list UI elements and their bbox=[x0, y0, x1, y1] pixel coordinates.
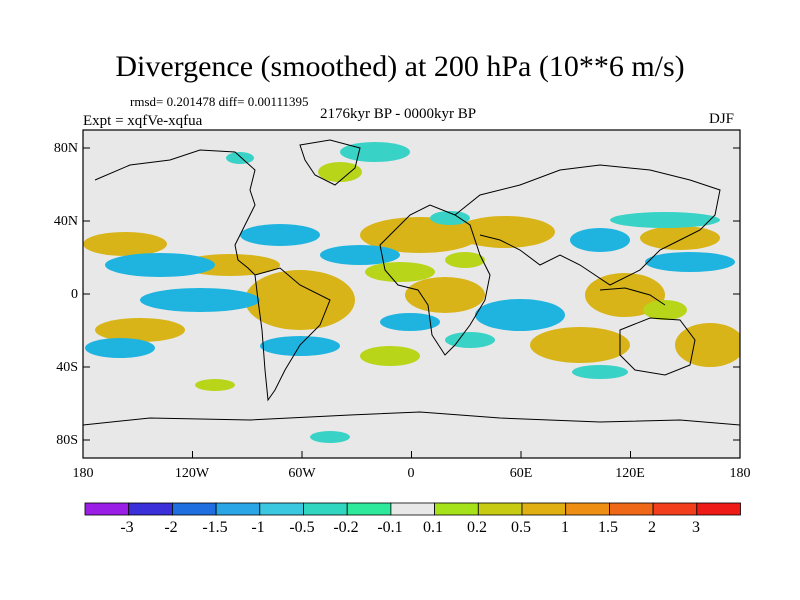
rmsd-stats: rmsd= 0.201478 diff= 0.00111395 bbox=[130, 94, 309, 109]
field-patch bbox=[610, 212, 720, 228]
lat-label-40s: 40S bbox=[56, 360, 78, 375]
coast-australia bbox=[619, 317, 696, 376]
colorbar-swatch bbox=[171, 502, 217, 516]
field-patch bbox=[570, 228, 630, 252]
field-patch bbox=[310, 431, 350, 443]
colorbar-swatch bbox=[346, 502, 392, 516]
coastlines bbox=[83, 139, 740, 426]
field-patch bbox=[260, 336, 340, 356]
colorbar-label: -0.5 bbox=[289, 519, 315, 536]
colorbar bbox=[84, 502, 741, 516]
field-patch bbox=[83, 232, 167, 256]
field-patch bbox=[226, 152, 254, 164]
colorbar-label: -2 bbox=[164, 519, 178, 536]
colorbar-label: 3 bbox=[692, 519, 700, 536]
colorbar-label: -1 bbox=[251, 519, 265, 536]
colorbar-swatch bbox=[215, 502, 261, 516]
season-label: DJF bbox=[709, 111, 735, 127]
colorbar-label: 1 bbox=[561, 519, 569, 536]
field-patch bbox=[645, 252, 735, 272]
field-patch bbox=[643, 300, 687, 320]
field-patch bbox=[140, 288, 260, 312]
field-patch bbox=[320, 245, 400, 265]
lon-label-180w: 180 bbox=[72, 466, 94, 481]
colorbar-swatch bbox=[128, 502, 173, 516]
colorbar-label: -0.2 bbox=[333, 519, 359, 536]
coast-africa bbox=[379, 204, 491, 356]
lat-label-80s: 80S bbox=[56, 433, 78, 448]
experiment-label: Expt = xqfVe-xqfua bbox=[83, 113, 203, 129]
colorbar-swatch bbox=[521, 502, 567, 516]
lat-label-eq: 0 bbox=[71, 287, 78, 302]
lat-label-80n: 80N bbox=[53, 141, 78, 156]
coast-antarctica bbox=[83, 411, 740, 426]
field-patch bbox=[245, 270, 355, 330]
lon-label-60w: 60W bbox=[288, 466, 316, 481]
field-patch bbox=[240, 224, 320, 246]
field-patch bbox=[365, 262, 435, 282]
lon-ticks bbox=[82, 451, 741, 458]
lon-label-120w: 120W bbox=[174, 466, 210, 481]
coast-north-america bbox=[94, 149, 256, 276]
lon-label-180e: 180 bbox=[729, 466, 751, 481]
colorbar-label: -0.1 bbox=[377, 519, 403, 536]
lon-label-0: 0 bbox=[407, 466, 415, 481]
field-patch bbox=[455, 216, 555, 248]
field-patch bbox=[318, 162, 362, 182]
lon-label-60e: 60E bbox=[509, 466, 533, 481]
field-patch bbox=[405, 277, 485, 313]
field-patch bbox=[640, 226, 720, 250]
field-patch bbox=[360, 346, 420, 366]
colorbar-label: 2 bbox=[648, 519, 656, 536]
colorbar-label: 1.5 bbox=[598, 519, 618, 536]
field-patch bbox=[445, 252, 485, 268]
field-patch bbox=[195, 379, 235, 391]
lat-ticks bbox=[83, 147, 740, 441]
colorbar-label: 0.1 bbox=[423, 519, 443, 536]
field-patch bbox=[380, 313, 440, 331]
field-patch bbox=[95, 318, 185, 342]
negative-divergence-regions bbox=[85, 224, 735, 358]
field-patch bbox=[445, 332, 495, 348]
field-patch bbox=[675, 323, 740, 367]
field-patch bbox=[475, 299, 565, 331]
field-patch bbox=[430, 211, 470, 225]
coast-south-america bbox=[254, 267, 331, 402]
coast-indonesia bbox=[599, 287, 666, 306]
colorbar-swatch bbox=[565, 502, 610, 516]
colorbar-swatch bbox=[84, 502, 130, 516]
plot-title: Divergence (smoothed) at 200 hPa (10**6 … bbox=[115, 50, 685, 83]
field-patch bbox=[572, 365, 628, 379]
coast-asia bbox=[454, 164, 721, 286]
colorbar-swatch bbox=[303, 502, 348, 516]
colorbar-label: 0.2 bbox=[467, 519, 487, 536]
field-patch bbox=[105, 253, 215, 277]
colorbar-label: -1.5 bbox=[202, 519, 228, 536]
lat-label-40n: 40N bbox=[53, 214, 78, 229]
colorbar-label: -3 bbox=[120, 519, 134, 536]
positive-divergence-regions bbox=[83, 216, 740, 367]
field-patch bbox=[530, 327, 630, 363]
field-patch bbox=[85, 338, 155, 358]
colorbar-swatch bbox=[652, 502, 698, 516]
divergence-field bbox=[83, 139, 740, 443]
weak-positive-regions bbox=[195, 162, 687, 391]
colorbar-swatch bbox=[609, 502, 654, 516]
colorbar-swatch bbox=[259, 502, 304, 516]
colorbar-swatch bbox=[696, 502, 741, 516]
field-patch bbox=[360, 217, 480, 253]
colorbar-swatch bbox=[434, 502, 479, 516]
lon-label-120e: 120E bbox=[615, 466, 645, 481]
colorbar-label: 0.5 bbox=[511, 519, 531, 536]
colorbar-swatch bbox=[477, 502, 523, 516]
period-label: 2176kyr BP - 0000kyr BP bbox=[320, 106, 477, 122]
coast-greenland bbox=[299, 139, 361, 186]
colorbar-swatch bbox=[390, 502, 435, 516]
